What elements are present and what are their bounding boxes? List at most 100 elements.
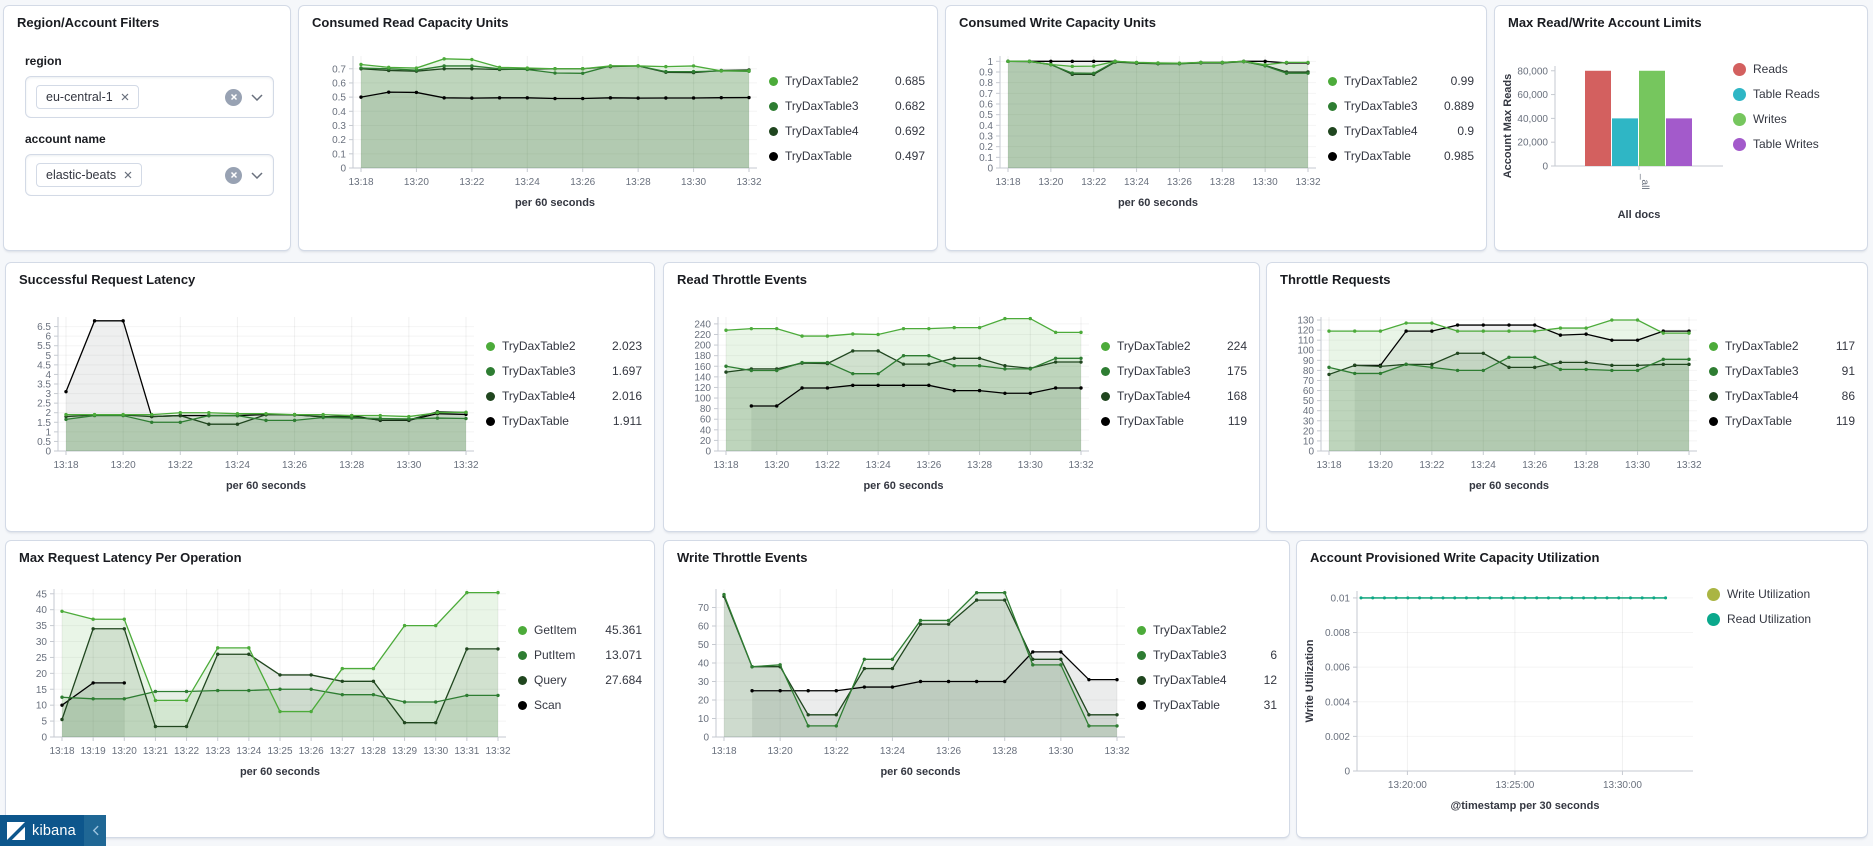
legend-item[interactable]: TryDaxTable4 0.9 — [1328, 124, 1474, 139]
region-combobox[interactable]: eu-central-1 — [25, 76, 274, 118]
svg-text:80,000: 80,000 — [1517, 66, 1548, 77]
legend-label: Scan — [534, 698, 562, 712]
legend-item[interactable]: TryDaxTable4 2.016 — [486, 389, 642, 404]
successful-request-latency-chart[interactable]: 0 0.5 1 1.5 2 2.5 3 3.5 4 4.5 5 5.5 6 6.5 13:18 13:20 13… — [8, 287, 486, 513]
legend-item[interactable]: TryDaxTable 1.911 — [486, 414, 642, 429]
svg-text:0: 0 — [1344, 767, 1350, 778]
consumed-write-chart[interactable]: 0 0.1 0.2 0.3 0.4 0.5 0.6 0.7 0.8 0.9 1 13:18 13:20 1… — [948, 30, 1328, 228]
consumed-read-chart[interactable]: 0 0.1 0.2 0.3 0.4 0.5 0.6 0.7 13:18 13:20 13:22 13:… — [301, 30, 769, 228]
chip-remove-icon[interactable] — [124, 171, 132, 179]
svg-text:13:30: 13:30 — [396, 460, 421, 471]
svg-text:13:18: 13:18 — [1316, 460, 1341, 471]
legend-item[interactable]: TryDaxTable 119 — [1709, 414, 1855, 429]
clear-selection-icon[interactable] — [225, 88, 242, 106]
svg-text:13:26: 13:26 — [936, 746, 961, 757]
legend-item[interactable]: TryDaxTable4 12 — [1137, 673, 1277, 688]
legend-dot-icon — [1101, 392, 1110, 401]
account-filter-chip[interactable]: elastic-beats — [36, 163, 143, 187]
legend-label: TryDaxTable3 — [1153, 648, 1227, 662]
panel-title[interactable]: Consumed Read Capacity Units — [312, 15, 509, 30]
legend-item[interactable]: Writes — [1733, 112, 1855, 127]
legend-value: 0.682 — [894, 99, 925, 113]
svg-text:13:30: 13:30 — [681, 177, 706, 188]
legend-item[interactable]: TryDaxTable2 — [1137, 623, 1277, 638]
legend-item[interactable]: Read Utilization — [1707, 612, 1855, 627]
panel-title[interactable]: Throttle Requests — [1280, 272, 1391, 287]
combobox-controls — [225, 166, 263, 184]
legend-item[interactable]: Table Reads — [1733, 87, 1855, 102]
svg-text:60: 60 — [698, 622, 710, 633]
panel-title[interactable]: Max Request Latency Per Operation — [19, 550, 242, 565]
legend-item[interactable]: TryDaxTable2 224 — [1101, 339, 1247, 354]
kibana-logo[interactable]: kibana — [0, 815, 84, 846]
svg-text:13:18: 13:18 — [995, 177, 1020, 188]
panel-successful-request-latency: Successful Request Latency 0 0.5 1 1.5 2 2.5 3… — [5, 262, 655, 532]
legend-item[interactable]: TryDaxTable 119 — [1101, 414, 1247, 429]
legend-item[interactable]: TryDaxTable2 0.99 — [1328, 74, 1474, 89]
svg-text:0.2: 0.2 — [979, 142, 993, 153]
legend-item[interactable]: TryDaxTable3 0.682 — [769, 99, 925, 114]
panel-title[interactable]: Max Read/Write Account Limits — [1508, 15, 1702, 30]
write-throttle-events-chart[interactable]: 0 10 20 30 40 50 60 70 13:18 13:20 13:22 13:24 13:26… — [666, 565, 1137, 799]
panel-write-capacity-utilization: Account Provisioned Write Capacity Utili… — [1296, 540, 1868, 838]
svg-text:13:30: 13:30 — [1048, 746, 1073, 757]
svg-text:4.5: 4.5 — [37, 360, 51, 371]
svg-text:5: 5 — [41, 717, 47, 728]
legend-item[interactable]: Reads — [1733, 62, 1855, 77]
svg-text:0.01: 0.01 — [1331, 593, 1351, 604]
throttle-requests-chart[interactable]: 0 10 20 30 40 50 60 70 80 90 100 110 120 130 13:18 13:2… — [1269, 287, 1709, 513]
legend-dot-icon — [1707, 588, 1720, 601]
clear-selection-icon[interactable] — [225, 166, 242, 184]
legend-item[interactable]: TryDaxTable 0.985 — [1328, 149, 1474, 164]
legend-item[interactable]: Query 27.684 — [518, 673, 642, 688]
chevron-down-icon[interactable] — [251, 93, 263, 101]
panel-title[interactable]: Account Provisioned Write Capacity Utili… — [1310, 550, 1600, 565]
legend-item[interactable]: TryDaxTable4 0.692 — [769, 124, 925, 139]
chip-remove-icon[interactable] — [121, 93, 129, 101]
legend-item[interactable]: TryDaxTable 0.497 — [769, 149, 925, 164]
collapse-sidebar-button[interactable] — [84, 815, 106, 846]
svg-text:All docs: All docs — [1618, 209, 1661, 221]
legend-dot-icon — [1709, 392, 1718, 401]
legend-item[interactable]: Scan — [518, 698, 642, 713]
legend-item[interactable]: GetItem 45.361 — [518, 623, 642, 638]
svg-text:13:24: 13:24 — [515, 177, 540, 188]
panel-title[interactable]: Consumed Write Capacity Units — [959, 15, 1156, 30]
legend-value: 0.985 — [1443, 149, 1474, 163]
svg-text:13:20: 13:20 — [1038, 177, 1063, 188]
chevron-down-icon[interactable] — [251, 171, 263, 179]
svg-text:50: 50 — [1303, 396, 1315, 407]
panel-title[interactable]: Write Throttle Events — [677, 550, 808, 565]
legend-item[interactable]: TryDaxTable4 86 — [1709, 389, 1855, 404]
svg-text:13:20: 13:20 — [768, 746, 793, 757]
legend-item[interactable]: TryDaxTable2 0.685 — [769, 74, 925, 89]
legend-label: TryDaxTable — [1344, 149, 1411, 163]
legend-item[interactable]: PutItem 13.071 — [518, 648, 642, 663]
legend-item[interactable]: TryDaxTable2 117 — [1709, 339, 1855, 354]
legend-item[interactable]: TryDaxTable3 6 — [1137, 648, 1277, 663]
account-combobox[interactable]: elastic-beats — [25, 154, 274, 196]
legend-item[interactable]: TryDaxTable4 168 — [1101, 389, 1247, 404]
max-limits-bar-chart[interactable]: 0 20,000 40,000 60,000 80,000 _all All docs Acc… — [1497, 30, 1733, 236]
legend-item[interactable]: Write Utilization — [1707, 587, 1855, 602]
max-request-latency-chart[interactable]: 0 5 10 15 20 25 30 35 40 45 13:18 13:19 13:20 13:21 13… — [8, 565, 518, 799]
legend-item[interactable]: TryDaxTable2 2.023 — [486, 339, 642, 354]
legend-item[interactable]: TryDaxTable 31 — [1137, 698, 1277, 713]
region-filter-chip[interactable]: eu-central-1 — [36, 85, 139, 109]
legend-item[interactable]: TryDaxTable3 91 — [1709, 364, 1855, 379]
legend-value: 117 — [1835, 339, 1855, 353]
panel-title[interactable]: Region/Account Filters — [17, 15, 160, 30]
legend-label: TryDaxTable4 — [1117, 389, 1191, 403]
write-capacity-utilization-chart[interactable]: 0 0.002 0.004 0.006 0.008 0.01 13:20:00 13:25:0… — [1299, 565, 1707, 827]
legend-value: 168 — [1226, 389, 1247, 403]
svg-text:120: 120 — [1297, 326, 1314, 337]
panel-title[interactable]: Read Throttle Events — [677, 272, 808, 287]
legend-item[interactable]: Table Writes — [1733, 137, 1855, 152]
legend-item[interactable]: TryDaxTable3 1.697 — [486, 364, 642, 379]
legend-item[interactable]: TryDaxTable3 0.889 — [1328, 99, 1474, 114]
svg-text:0: 0 — [41, 733, 47, 744]
chart-legend: TryDaxTable2 2.023 TryDaxTable3 1.697 TryDax… — [486, 339, 646, 429]
legend-item[interactable]: TryDaxTable3 175 — [1101, 364, 1247, 379]
read-throttle-events-chart[interactable]: 0 20 40 60 80 100 120 140 160 180 200 220 240 13:18 13… — [666, 287, 1101, 513]
panel-title[interactable]: Successful Request Latency — [19, 272, 196, 287]
